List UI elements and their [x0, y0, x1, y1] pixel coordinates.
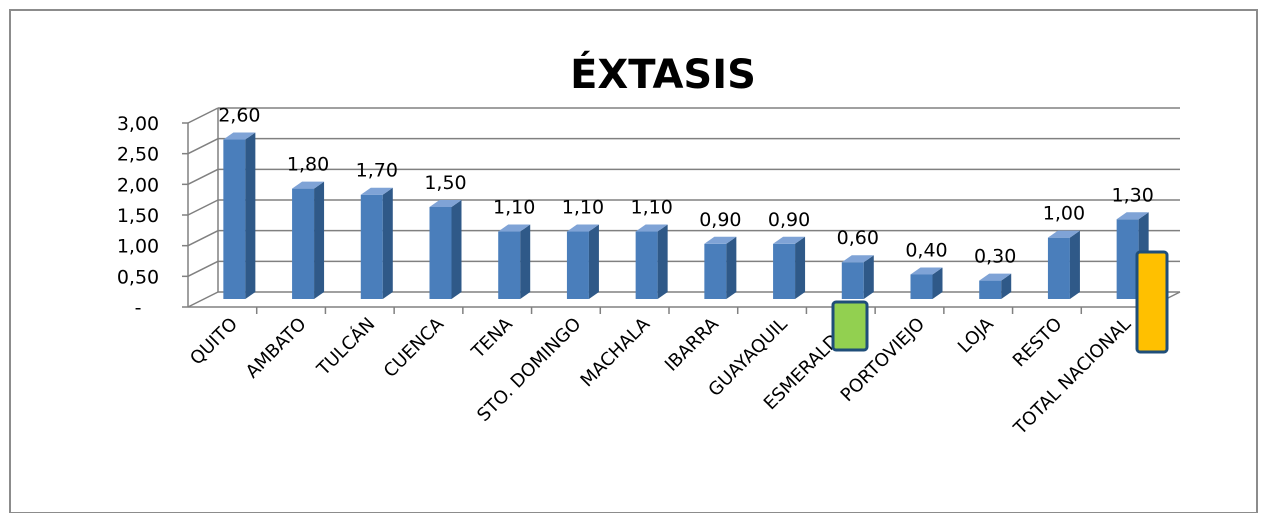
bar-7: [704, 243, 727, 299]
data-label: 0,60: [837, 227, 879, 249]
highlight-marker: [1135, 250, 1169, 354]
bar-top-6: [635, 224, 668, 232]
data-label: 1,80: [287, 154, 329, 176]
bar-side-4: [520, 224, 531, 299]
data-label: 1,10: [493, 197, 535, 219]
data-label: 1,30: [1111, 184, 1153, 206]
bar-layer: [223, 132, 1149, 299]
bar-1: [292, 188, 315, 299]
data-label: 0,90: [768, 209, 810, 231]
bar-side-8: [795, 236, 806, 299]
bar-top-9: [841, 255, 874, 263]
gridline-depth: [187, 229, 219, 247]
bar-side-12: [1069, 230, 1080, 299]
bar-top-11: [979, 273, 1012, 281]
gridline-depth: [187, 199, 219, 216]
y-tick-label: 1,00: [117, 236, 159, 258]
bar-top-1: [292, 181, 325, 189]
bar-top-5: [566, 224, 599, 232]
highlight-marker: [831, 300, 869, 352]
chart-title: ÉXTASIS: [570, 50, 756, 98]
bar-13: [1116, 219, 1139, 299]
data-label: 0,40: [905, 239, 947, 261]
y-tick-label: 2,00: [117, 174, 159, 196]
gridline-depth: [187, 137, 219, 155]
bar-0: [223, 139, 246, 299]
bar-top-7: [704, 236, 737, 244]
y-tick-label: 2,50: [117, 144, 159, 166]
y-tick-label: 3,00: [117, 113, 159, 135]
y-tick-label: 0,50: [117, 266, 159, 288]
data-label: 0,30: [974, 246, 1016, 268]
gridline-depth: [187, 107, 219, 124]
bar-6: [635, 231, 658, 299]
bar-12: [1047, 237, 1070, 299]
bar-8: [773, 243, 796, 299]
bar-3: [429, 207, 452, 299]
bar-10: [910, 274, 933, 299]
bar-side-5: [588, 224, 599, 299]
bar-side-1: [314, 181, 325, 299]
bar-side-9: [863, 255, 874, 299]
bar-5: [566, 231, 589, 299]
bar-top-3: [429, 200, 462, 207]
data-label: 2,60: [218, 105, 260, 127]
data-label: 1,50: [424, 172, 466, 194]
bar-top-4: [498, 224, 531, 232]
data-label: 0,90: [699, 209, 741, 231]
data-label: 1,10: [562, 197, 604, 219]
gridline-depth: [187, 260, 219, 278]
bar-top-10: [910, 267, 943, 275]
bar-side-3: [451, 200, 462, 299]
data-label: 1,10: [630, 197, 672, 219]
y-tick-label: -: [135, 297, 142, 319]
bar-top-8: [773, 236, 806, 244]
bar-side-0: [245, 132, 256, 299]
gridline-depth: [187, 291, 219, 308]
data-label: 1,00: [1043, 203, 1085, 225]
data-label: 1,70: [356, 160, 398, 182]
bar-top-13: [1116, 212, 1149, 220]
bar-11: [979, 280, 1002, 299]
bar-side-11: [1001, 273, 1012, 299]
bar-side-10: [932, 267, 943, 299]
bar-side-7: [726, 236, 737, 299]
bar-top-12: [1047, 230, 1080, 238]
bar-top-0: [223, 132, 256, 140]
marker-layer: [831, 250, 1169, 354]
bar-side-6: [657, 224, 668, 299]
gridline-depth: [187, 168, 219, 186]
y-tick-label: 1,50: [117, 205, 159, 227]
bar-top-2: [360, 187, 393, 195]
bar-side-2: [382, 187, 393, 299]
bar-2: [360, 194, 383, 299]
bar-4: [498, 231, 521, 299]
bar-9: [841, 262, 864, 299]
